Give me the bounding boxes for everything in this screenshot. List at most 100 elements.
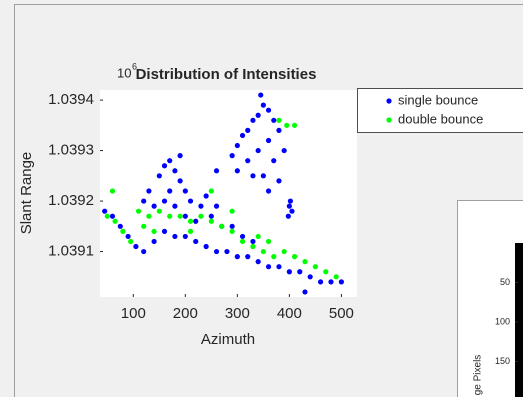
point [214,204,219,209]
point [284,123,289,128]
point [224,249,229,254]
point [193,239,198,244]
point [110,188,115,193]
point [133,244,138,249]
point [235,168,240,173]
point [141,198,146,203]
point [152,229,157,234]
y-tick-label: 1.0391 [48,243,94,260]
point [230,153,235,158]
plot-area [100,90,357,297]
point [125,234,130,239]
point [250,118,255,123]
legend-label: double bounce [398,111,483,126]
x-tick-label: 400 [277,305,302,322]
point [172,168,177,173]
point [146,188,151,193]
point [318,279,323,284]
point [282,148,287,153]
point [219,224,224,229]
point [328,279,333,284]
exponent-base: 10 [117,65,131,80]
point [292,123,297,128]
point [266,108,271,113]
point [204,244,209,249]
point [110,214,115,219]
point [178,178,183,183]
x-tick-label: 300 [225,305,250,322]
point [120,229,125,234]
point [287,204,292,209]
point [152,204,157,209]
point [256,234,261,239]
point [183,188,188,193]
point [183,214,188,219]
point [250,173,255,178]
point [245,254,250,259]
point [172,234,177,239]
point [188,219,193,224]
point [240,239,245,244]
point [245,128,250,133]
legend-marker [386,98,391,103]
y-tick-label: 1.0393 [48,142,94,159]
legend-marker [386,117,391,122]
point [250,239,255,244]
x-tick-label: 100 [121,305,146,322]
point [152,239,157,244]
point [292,254,297,259]
point [178,153,183,158]
point [235,143,240,148]
inset-y-tick-label: 100 [495,316,510,326]
point [157,173,162,178]
point [102,209,107,214]
point [209,219,214,224]
point [339,279,344,284]
inset-image [515,243,523,397]
point [204,193,209,198]
point [289,209,294,214]
point [136,209,141,214]
point [266,138,271,143]
point [245,158,250,163]
point [162,163,167,168]
point [313,264,318,269]
point [178,214,183,219]
point [167,214,172,219]
x-axis-label: Azimuth [201,331,255,348]
point [261,249,266,254]
point [162,229,167,234]
point [282,249,287,254]
point [258,92,263,97]
point [271,254,276,259]
point [302,259,307,264]
point [128,239,133,244]
point [271,118,276,123]
point [162,198,167,203]
point [209,188,214,193]
point [105,214,110,219]
point [287,269,292,274]
point [266,188,271,193]
point [276,128,281,133]
point [235,254,240,259]
point [297,269,302,274]
point [214,168,219,173]
inset-y-label: ge Pixels [473,355,484,396]
x-tick-label: 200 [173,305,198,322]
point [141,224,146,229]
point [183,234,188,239]
point [198,204,203,209]
point [188,229,193,234]
point [172,204,177,209]
legend-label: single bounce [398,92,478,107]
point [193,219,198,224]
point [276,264,281,269]
point [146,214,151,219]
point [261,103,266,108]
point [112,219,117,224]
point [334,274,339,279]
point [240,234,245,239]
point [276,118,281,123]
point [288,198,293,203]
